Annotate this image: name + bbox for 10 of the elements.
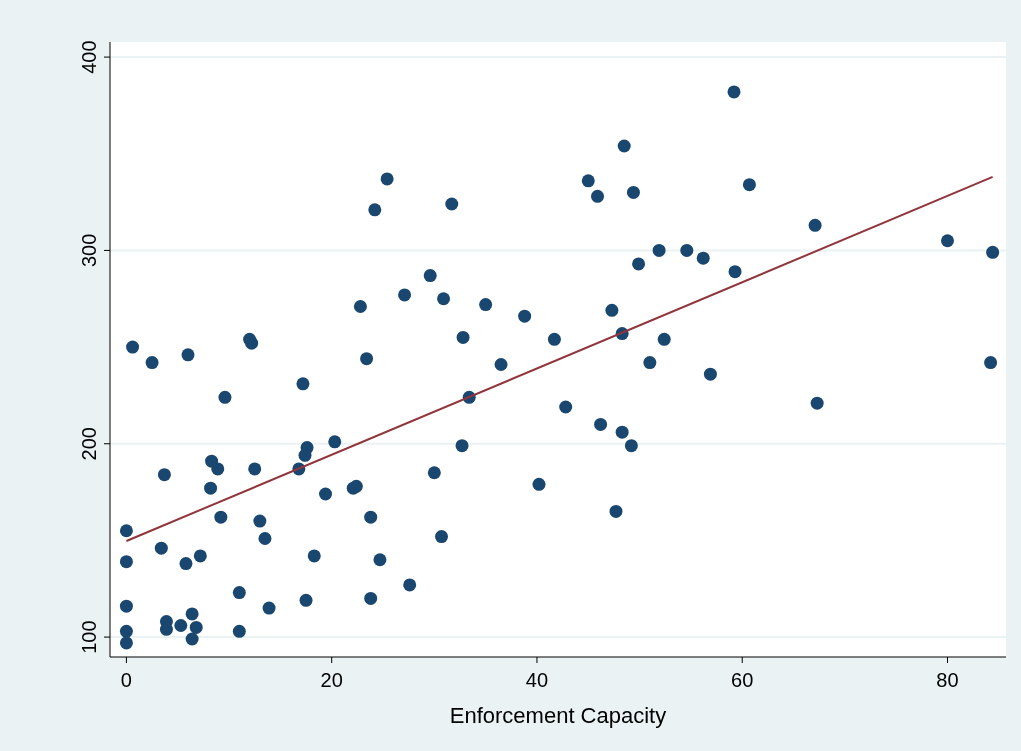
x-axis-title: Enforcement Capacity <box>449 703 667 728</box>
y-tick-label: 400 <box>78 40 100 74</box>
y-tick-label: 200 <box>78 427 100 461</box>
y-tick-label: 300 <box>78 233 100 268</box>
y-tick-label: 100 <box>78 620 100 654</box>
x-tick-label: 80 <box>936 669 959 691</box>
x-tick-label: 0 <box>120 669 132 691</box>
x-tick-label: 40 <box>525 669 549 691</box>
x-tick-label: 20 <box>320 669 343 691</box>
x-tick-label: 60 <box>731 669 754 691</box>
